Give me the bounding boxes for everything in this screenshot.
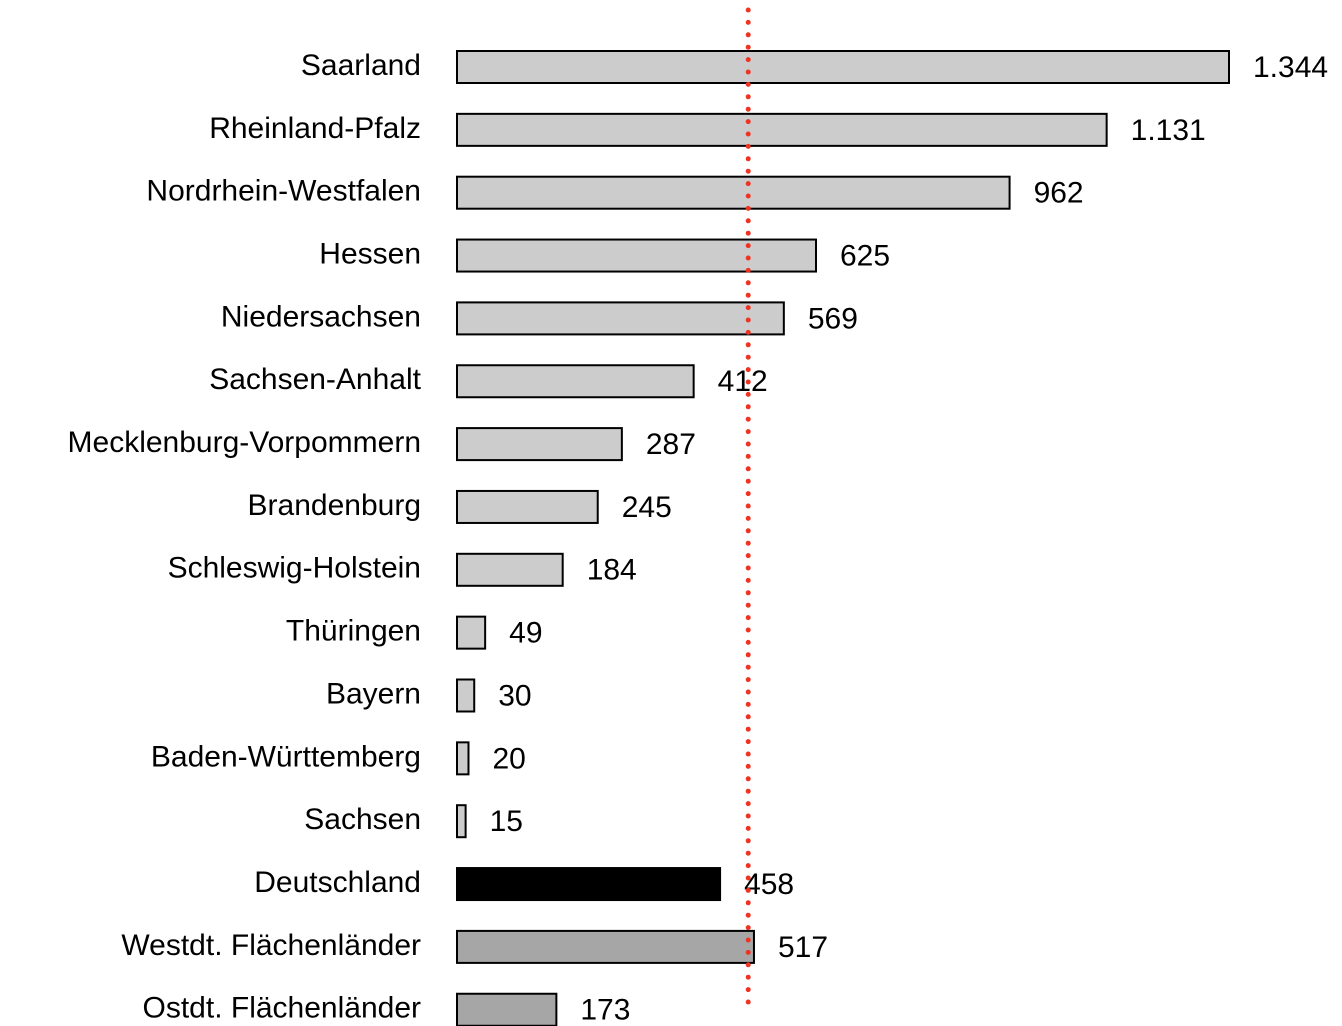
bar: [456, 301, 785, 336]
category-label: Sachsen-Anhalt: [209, 363, 421, 396]
bar: [456, 50, 1230, 84]
bar: [456, 364, 695, 399]
value-label: 625: [840, 239, 890, 272]
bar: [456, 175, 1011, 210]
bar: [456, 112, 1108, 147]
bar: [456, 552, 564, 587]
bar: [456, 804, 467, 839]
category-label: Schleswig-Holstein: [168, 552, 421, 585]
value-label: 49: [509, 617, 542, 650]
value-label: 458: [744, 868, 794, 901]
value-label: 1.344: [1253, 51, 1328, 84]
bar: [456, 867, 722, 902]
category-label: Hessen: [319, 237, 421, 270]
category-label: Mecklenburg-Vorpommern: [68, 426, 421, 459]
value-label: 20: [492, 742, 525, 775]
value-label: 245: [622, 491, 672, 524]
value-label: 517: [778, 931, 828, 964]
value-label: 30: [498, 679, 531, 712]
bar: [456, 427, 623, 462]
category-label: Thüringen: [286, 615, 421, 648]
bar: [456, 929, 755, 964]
value-label: 184: [587, 554, 637, 587]
value-label: 412: [718, 365, 768, 398]
category-label: Ostdt. Flächenländer: [143, 992, 421, 1025]
category-label: Niedersachsen: [221, 300, 421, 333]
value-label: 287: [646, 428, 696, 461]
category-label: Baden-Württemberg: [151, 740, 421, 773]
bar: [456, 489, 599, 524]
value-label: 15: [490, 805, 523, 838]
bar: [456, 238, 818, 273]
category-label: Bayern: [326, 677, 421, 710]
value-label: 569: [808, 302, 858, 335]
category-label: Rheinland-Pfalz: [209, 112, 421, 145]
bar: [456, 615, 487, 650]
category-label: Westdt. Flächenländer: [121, 929, 421, 962]
value-label: 1.131: [1131, 114, 1206, 147]
value-label: 962: [1034, 177, 1084, 210]
value-label: 173: [580, 994, 630, 1026]
category-label: Saarland: [301, 49, 421, 82]
category-label: Brandenburg: [248, 489, 421, 522]
category-label: Nordrhein-Westfalen: [146, 175, 421, 208]
category-label: Deutschland: [254, 866, 421, 899]
bar: [456, 678, 476, 713]
bar: [456, 741, 470, 776]
category-label: Sachsen: [304, 803, 421, 836]
bar: [456, 992, 558, 1026]
